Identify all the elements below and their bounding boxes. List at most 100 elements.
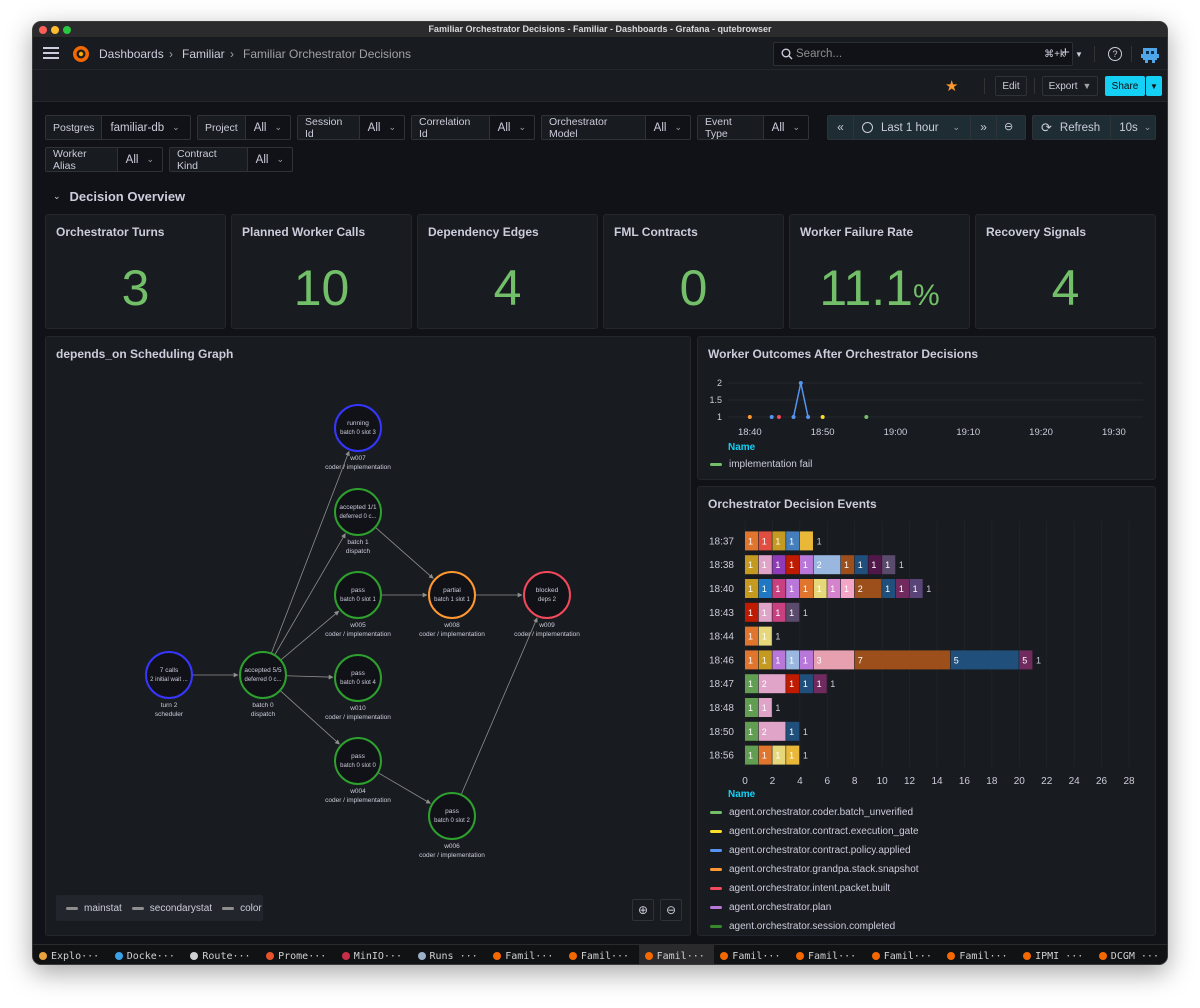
bar-segment[interactable] (854, 555, 868, 575)
chevron-down-icon[interactable]: ▼ (1075, 50, 1083, 59)
legend-item[interactable]: agent.orchestrator.session.completed (710, 921, 895, 932)
chevron-down-icon[interactable]: ⌄ (1143, 122, 1152, 132)
maximize-window-button[interactable] (63, 26, 71, 34)
browser-tab[interactable]: Prome··· (260, 945, 335, 964)
graph-node[interactable]: accepted 1/1 deferred 0 c... batch 1 dispat… (334, 488, 382, 555)
bar-segment[interactable] (772, 531, 786, 551)
share-button[interactable]: Share (1105, 76, 1145, 96)
browser-tab[interactable]: IPMI ··· (1017, 945, 1092, 964)
bar-segment[interactable] (1019, 650, 1033, 670)
bar-segment[interactable] (813, 555, 841, 575)
graph-node[interactable]: pass batch 0 slot 1 w005 coder / implementa… (325, 571, 391, 638)
menu-icon[interactable] (43, 47, 59, 59)
breadcrumb-dashboards[interactable]: Dashboards (99, 47, 164, 61)
bar-segment[interactable] (813, 650, 855, 670)
edit-button[interactable]: Edit (995, 76, 1027, 96)
zoom-out-time-icon[interactable]: ⊖ (996, 116, 1020, 139)
bar-segment[interactable] (882, 555, 896, 575)
data-point[interactable] (798, 381, 803, 385)
browser-tab[interactable]: Famil··· (563, 945, 638, 964)
refresh-icon[interactable]: ⟳ (1041, 119, 1052, 135)
legend-item[interactable]: agent.orchestrator.contract.policy.appli… (710, 845, 911, 856)
bar-segment[interactable] (745, 602, 759, 622)
browser-tab[interactable]: Explo··· (33, 945, 108, 964)
bar-segment[interactable] (758, 579, 772, 598)
grafana-logo-icon[interactable] (71, 44, 91, 64)
bar-segment[interactable] (813, 579, 827, 598)
data-point[interactable] (864, 415, 869, 419)
time-back-icon[interactable]: « (828, 116, 854, 139)
zoom-in-button[interactable]: ⊕ (632, 899, 654, 921)
browser-tab[interactable]: Route··· (184, 945, 259, 964)
bar-segment[interactable] (841, 579, 855, 598)
bar-segment[interactable] (786, 555, 800, 575)
graph-node[interactable]: partial batch 1 slot 1 w008 coder / impleme… (419, 571, 485, 638)
bar-segment[interactable] (745, 626, 759, 646)
bar-segment[interactable] (772, 579, 786, 598)
bar-segment[interactable] (786, 721, 800, 741)
zoom-out-button[interactable]: ⊖ (660, 899, 682, 921)
graph-node[interactable]: blocked deps 2 w009 coder / implementation (514, 571, 580, 638)
variable-correlation-id[interactable]: Correlation Id All ⌄ (411, 115, 535, 140)
browser-tab[interactable]: Famil··· (790, 945, 865, 964)
bar-segment[interactable] (745, 531, 759, 551)
bar-segment[interactable] (799, 555, 813, 575)
legend-item[interactable]: agent.orchestrator.intent.packet.built (710, 883, 890, 894)
browser-tab[interactable]: Famil··· (866, 945, 941, 964)
data-point[interactable] (769, 415, 774, 419)
variable-contract-kind[interactable]: Contract Kind All ⌄ (169, 147, 293, 172)
time-forward-icon[interactable]: » (970, 116, 996, 139)
graph-node[interactable]: running batch 0 slot 3 w007 coder / impleme… (325, 404, 391, 471)
bar-segment[interactable] (758, 698, 772, 717)
bar-segment[interactable] (758, 674, 786, 694)
bar-segment[interactable] (745, 555, 759, 575)
bar-segment[interactable] (813, 674, 827, 694)
browser-tab[interactable]: Docke··· (109, 945, 184, 964)
bar-segment[interactable] (772, 745, 786, 765)
bar-segment[interactable] (895, 579, 909, 598)
legend-item[interactable]: agent.orchestrator.contract.execution_ga… (710, 826, 919, 837)
bar-segment[interactable] (758, 721, 786, 741)
browser-tab[interactable]: Famil··· (941, 945, 1016, 964)
node-graph[interactable]: 7 calls 2 initial wait ... turn 2 scheduler… (46, 367, 690, 907)
bar-segment[interactable] (799, 579, 813, 598)
data-point[interactable] (820, 415, 825, 419)
legend-item[interactable]: agent.orchestrator.grandpa.stack.snapsho… (710, 864, 919, 875)
bar-segment[interactable] (745, 579, 759, 598)
bar-segment[interactable] (786, 579, 800, 598)
bar-segment[interactable] (745, 674, 759, 694)
bar-segment[interactable] (772, 555, 786, 575)
bar-segment[interactable] (786, 602, 800, 622)
export-button[interactable]: Export ▼ (1042, 76, 1098, 96)
data-point[interactable] (747, 415, 752, 419)
bar-segment[interactable] (786, 674, 800, 694)
bar-segment[interactable] (758, 531, 772, 551)
data-point[interactable] (776, 415, 781, 419)
graph-node[interactable]: pass batch 0 slot 4 w010 coder / implementa… (325, 654, 391, 721)
time-range[interactable]: Last 1 hour (881, 121, 939, 134)
user-avatar-icon[interactable] (1141, 45, 1159, 63)
bar-segment[interactable] (799, 650, 813, 670)
row-header[interactable]: ⌄ Decision Overview (53, 189, 185, 204)
add-icon[interactable]: + (1061, 44, 1070, 61)
bar-segment[interactable] (758, 626, 772, 646)
graph-node[interactable]: pass batch 0 slot 2 w006 coder / implementa… (419, 792, 485, 859)
bar-segment[interactable] (868, 555, 882, 575)
bar-segment[interactable] (882, 579, 896, 598)
bar-segment[interactable] (950, 650, 1019, 670)
bar-segment[interactable] (758, 650, 772, 670)
bar-segment[interactable] (854, 579, 882, 598)
bar-segment[interactable] (827, 579, 841, 598)
search-input[interactable]: Search... ⌘+k (773, 42, 1073, 66)
bar-segment[interactable] (786, 745, 800, 765)
bar-segment[interactable] (854, 650, 951, 670)
bar-segment[interactable] (745, 721, 759, 741)
bar-segment[interactable] (758, 745, 772, 765)
star-icon[interactable]: ★ (945, 78, 959, 95)
variable-postgres[interactable]: Postgres familiar-db ⌄ (45, 115, 191, 140)
browser-tab[interactable]: Famil··· (714, 945, 789, 964)
variable-worker-alias[interactable]: Worker Alias All ⌄ (45, 147, 163, 172)
variable-orchestrator-model[interactable]: Orchestrator Model All ⌄ (541, 115, 691, 140)
browser-tab[interactable]: Runs ··· (412, 945, 487, 964)
